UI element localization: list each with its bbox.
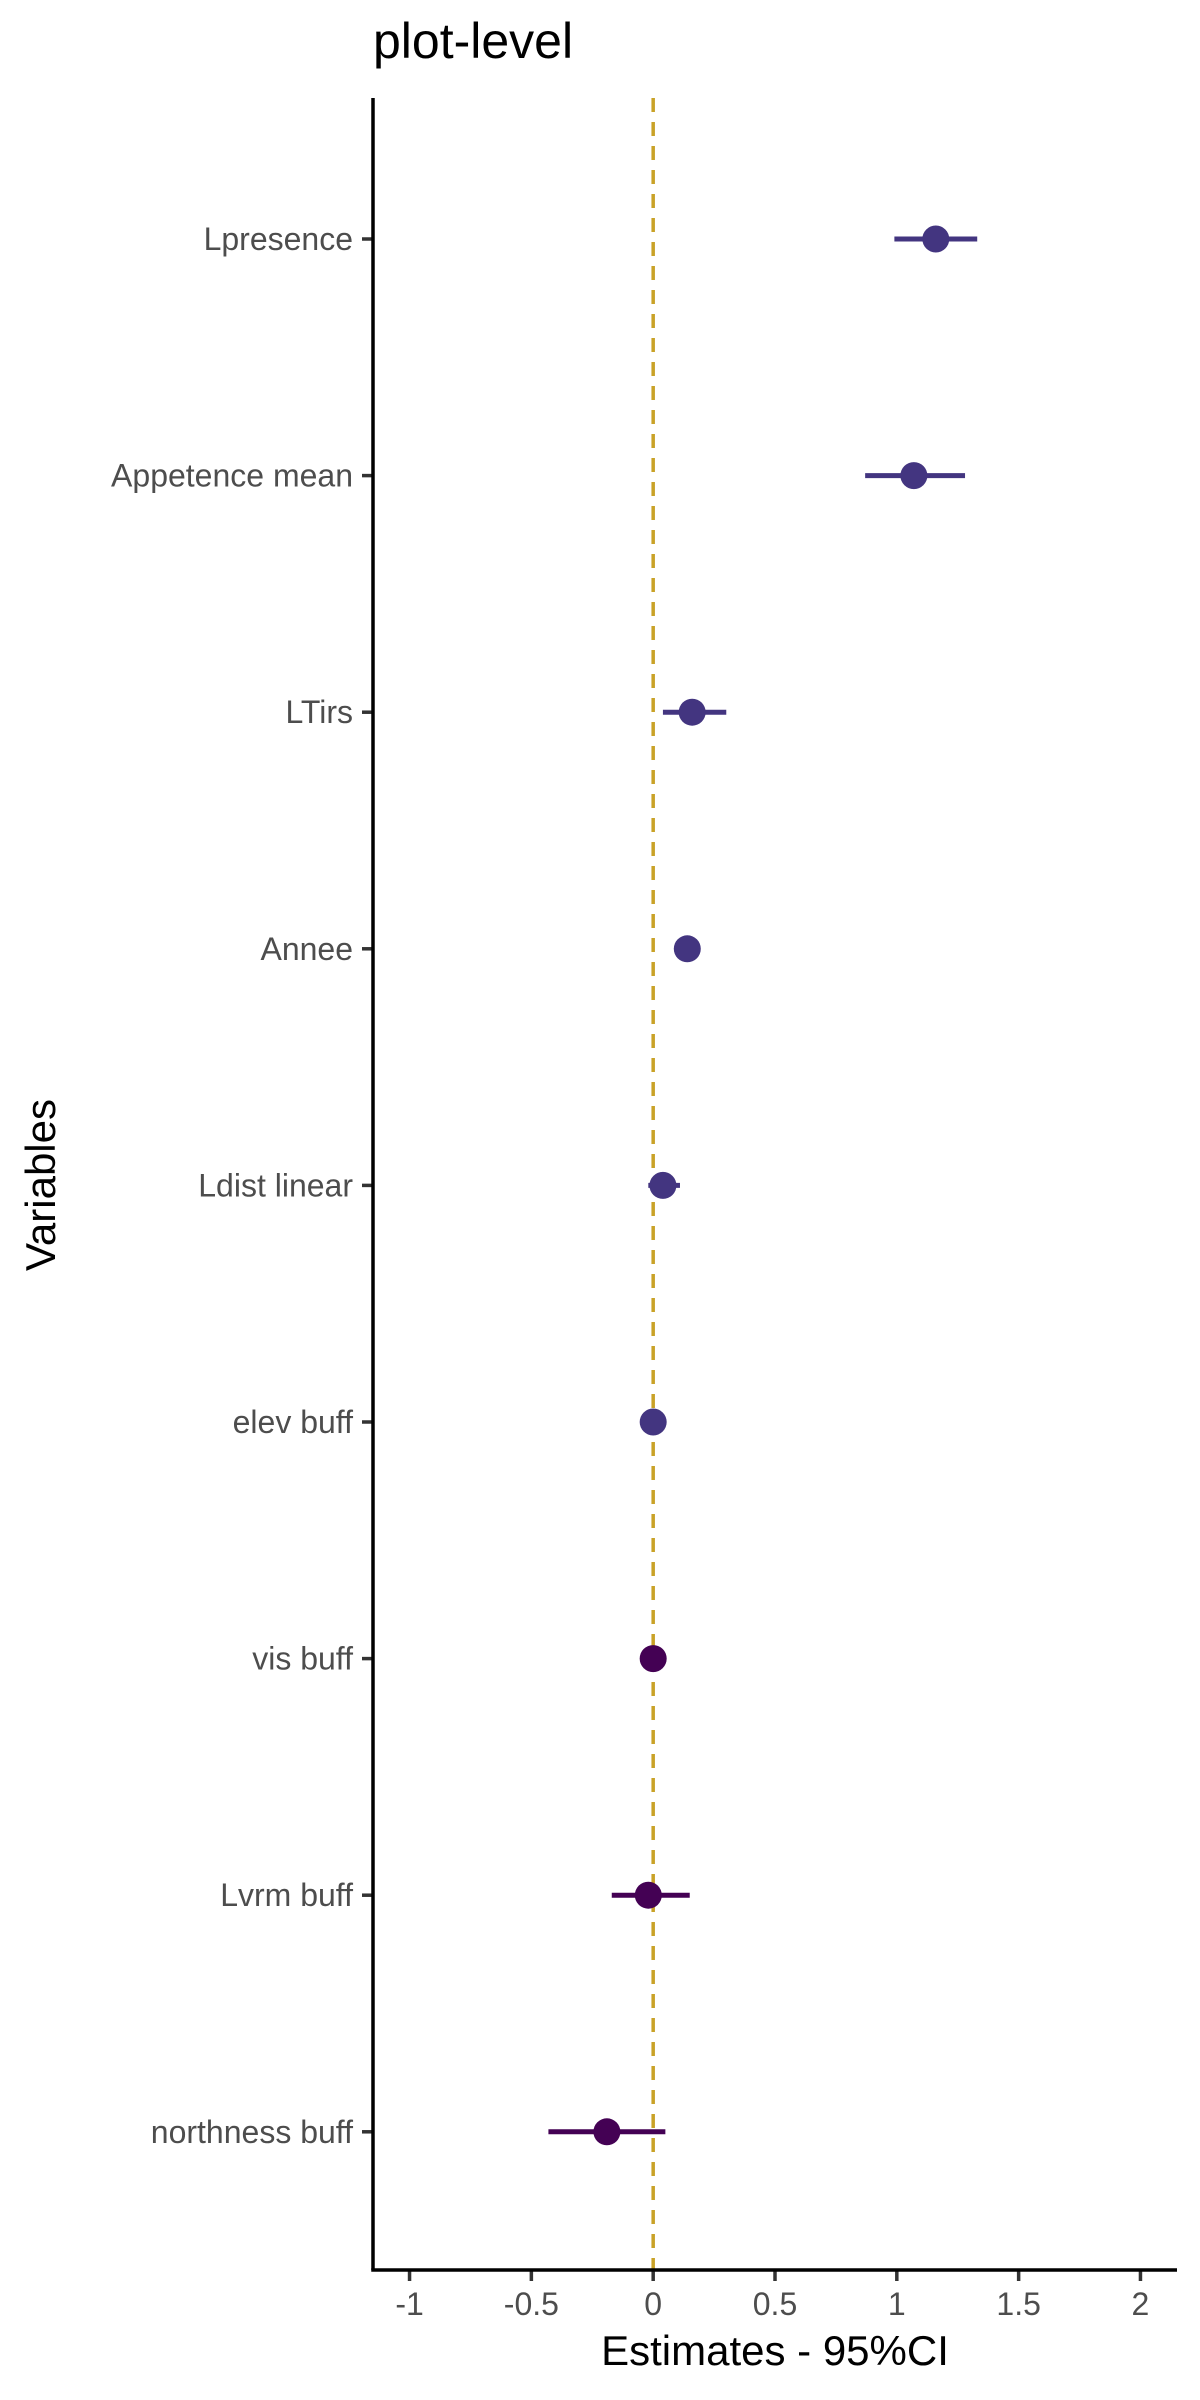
y-axis-title: Variables xyxy=(17,1099,64,1271)
estimate-point xyxy=(634,1881,662,1909)
x-tick-label: 0 xyxy=(644,2286,662,2322)
estimate-point xyxy=(900,462,928,490)
estimate-point xyxy=(922,225,950,253)
y-tick-label: LTirs xyxy=(285,694,353,730)
y-tick-label: Ldist linear xyxy=(198,1167,353,1203)
y-tick-label: elev buff xyxy=(233,1404,354,1440)
y-tick-label: Lvrm buff xyxy=(220,1877,353,1913)
estimate-point xyxy=(639,1645,667,1673)
estimate-point xyxy=(673,935,701,963)
estimate-point xyxy=(678,698,706,726)
x-tick-label: -0.5 xyxy=(504,2286,559,2322)
x-tick-label: 2 xyxy=(1132,2286,1150,2322)
x-tick-label: 1.5 xyxy=(996,2286,1040,2322)
x-tick-label: 1 xyxy=(888,2286,906,2322)
chart-title: plot-level xyxy=(373,13,573,69)
estimate-point xyxy=(639,1408,667,1436)
estimate-point xyxy=(593,2118,621,2146)
estimate-marks xyxy=(548,225,978,2146)
y-axis-ticks: Lpresence Appetence mean LTirs Annee Ldist l… xyxy=(111,221,373,2150)
x-tick-label: -1 xyxy=(395,2286,423,2322)
x-axis-ticks: -1 -0.5 0 0.5 1 1.5 2 xyxy=(395,2270,1149,2322)
y-tick-label: Lpresence xyxy=(204,221,353,257)
x-tick-label: 0.5 xyxy=(753,2286,797,2322)
estimate-point xyxy=(649,1171,677,1199)
y-tick-label: northness buff xyxy=(151,2114,353,2150)
y-tick-label: Annee xyxy=(260,931,353,967)
y-tick-label: vis buff xyxy=(252,1641,353,1677)
y-tick-label: Appetence mean xyxy=(111,458,353,494)
x-axis-title: Estimates - 95%CI xyxy=(601,2327,949,2374)
